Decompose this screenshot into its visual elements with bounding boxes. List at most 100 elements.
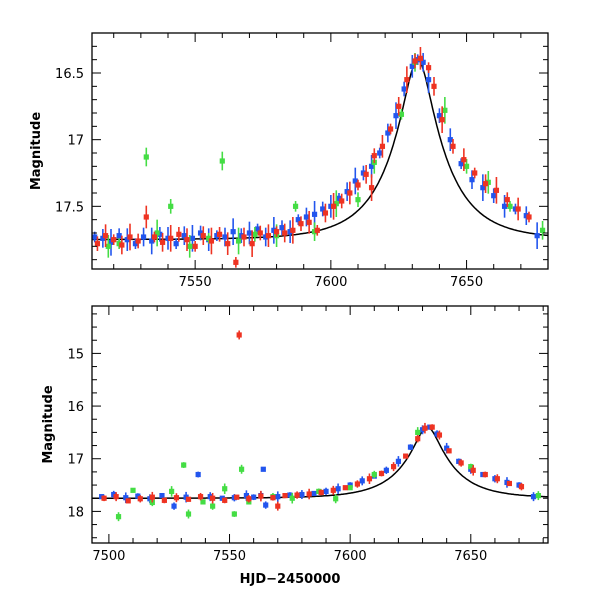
data-point	[446, 448, 452, 454]
data-marker	[100, 235, 106, 241]
data-point	[241, 227, 247, 247]
data-marker	[102, 233, 109, 239]
data-marker	[115, 514, 122, 520]
data-point	[273, 226, 280, 237]
data-marker	[526, 214, 532, 220]
data-point	[249, 230, 255, 257]
data-marker	[512, 206, 519, 212]
data-marker	[187, 243, 193, 249]
data-point	[339, 193, 345, 209]
y-tick-label: 16.5	[55, 67, 84, 82]
data-marker	[206, 235, 212, 241]
data-marker	[233, 259, 239, 265]
data-marker	[336, 195, 342, 201]
data-marker	[429, 424, 435, 430]
data-marker	[299, 491, 305, 498]
data-marker	[425, 65, 432, 71]
data-marker	[154, 230, 160, 236]
data-point	[181, 226, 187, 245]
data-marker	[192, 243, 198, 249]
data-marker	[458, 460, 464, 466]
data-marker	[246, 496, 252, 502]
data-point	[363, 165, 369, 184]
data-marker	[143, 154, 149, 160]
data-marker	[159, 239, 166, 245]
data-point	[171, 502, 177, 510]
data-marker	[442, 107, 448, 113]
data-marker	[371, 153, 377, 159]
data-marker	[231, 511, 237, 517]
data-marker	[347, 190, 353, 196]
data-point	[320, 201, 326, 217]
data-point	[263, 227, 269, 247]
data-marker	[210, 495, 216, 501]
data-point	[354, 480, 360, 488]
data-marker	[159, 493, 165, 499]
data-point	[238, 464, 245, 474]
data-point	[420, 53, 426, 72]
data-marker	[363, 171, 369, 177]
data-marker	[279, 225, 285, 231]
data-point	[225, 232, 231, 255]
data-marker	[306, 491, 312, 497]
data-marker	[290, 227, 296, 233]
data-point	[415, 54, 421, 65]
data-point	[271, 217, 277, 244]
data-marker	[263, 234, 269, 240]
data-point	[102, 224, 109, 247]
data-marker	[173, 495, 180, 501]
data-marker	[165, 235, 171, 241]
data-marker	[422, 425, 428, 431]
data-marker	[108, 239, 114, 245]
data-point	[336, 193, 342, 204]
data-marker	[415, 429, 421, 435]
data-marker	[116, 241, 122, 247]
data-marker	[368, 163, 375, 169]
data-point	[197, 492, 204, 501]
data-point	[282, 223, 288, 243]
data-marker	[530, 494, 537, 500]
data-point	[137, 495, 143, 503]
data-point	[366, 473, 373, 485]
data-marker	[359, 478, 365, 484]
y-tick-label: 18	[67, 505, 84, 520]
data-marker	[275, 494, 281, 500]
data-point	[422, 422, 428, 434]
data-point	[265, 224, 272, 247]
data-marker	[379, 143, 386, 149]
data-point	[238, 228, 244, 243]
data-marker	[355, 182, 361, 188]
data-point	[425, 62, 432, 73]
data-marker	[140, 234, 147, 240]
data-marker	[344, 189, 350, 195]
data-point	[275, 491, 281, 502]
data-point	[125, 498, 131, 504]
data-point	[501, 195, 508, 218]
data-point	[101, 495, 107, 502]
data-marker	[539, 227, 546, 233]
data-marker	[425, 77, 432, 83]
data-marker	[241, 234, 247, 240]
data-point	[185, 496, 192, 502]
data-point	[485, 171, 491, 194]
data-marker	[171, 503, 177, 509]
data-marker	[371, 471, 377, 478]
data-marker	[352, 178, 358, 184]
data-marker	[282, 493, 288, 499]
data-point	[306, 488, 312, 500]
data-marker	[461, 157, 467, 163]
data-point	[518, 482, 525, 491]
data-point	[379, 135, 386, 158]
data-point	[482, 174, 489, 193]
data-point	[246, 495, 252, 503]
data-point	[368, 174, 375, 201]
data-marker	[347, 482, 353, 488]
data-marker	[270, 495, 276, 501]
data-point	[504, 192, 510, 207]
data-marker	[287, 229, 293, 235]
data-point	[246, 221, 253, 245]
data-marker	[534, 233, 540, 239]
data-marker	[181, 462, 187, 468]
data-marker	[368, 185, 375, 191]
data-marker	[200, 499, 206, 505]
